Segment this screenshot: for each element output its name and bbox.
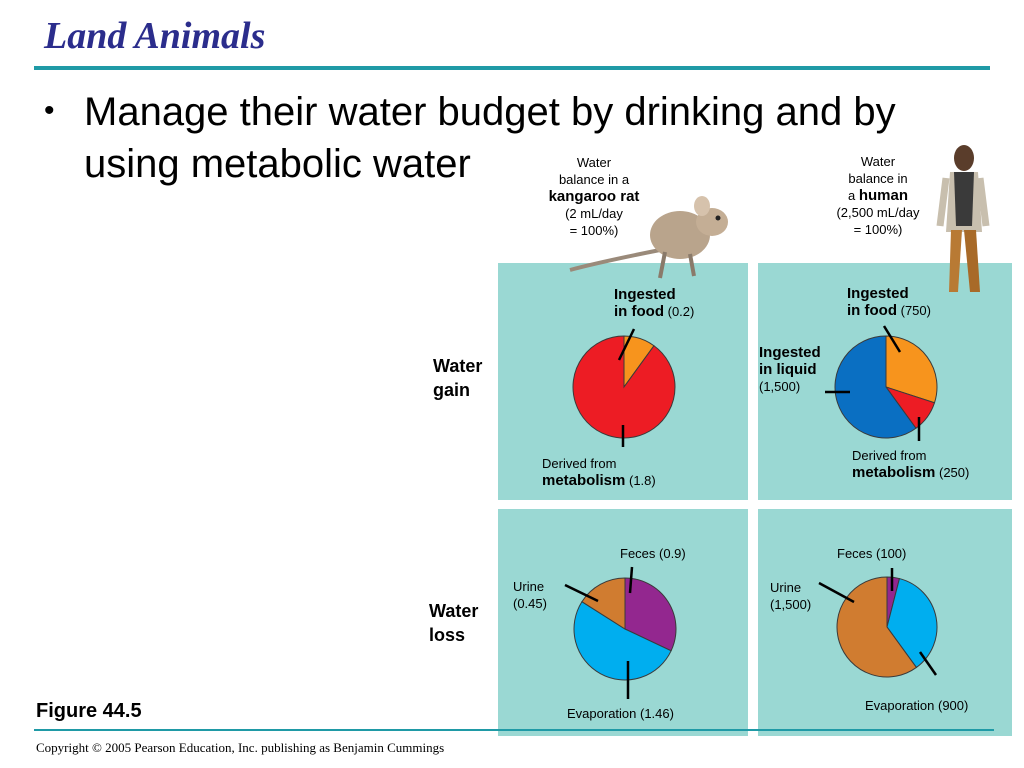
- slide-title: Land Animals: [44, 15, 266, 57]
- rat-loss-pie: [573, 577, 677, 681]
- human-food-line1: Ingested: [847, 285, 909, 302]
- water-gain-line1: Water: [433, 356, 483, 376]
- pie-slice-ingested-in-food: [885, 335, 938, 404]
- pie-slice-derived-from-metabolism: [572, 335, 676, 439]
- rat-meta-value: (1.8): [628, 473, 656, 488]
- rat-header-rate2: = 100%): [569, 223, 619, 238]
- rat-header-line2: balance in a: [558, 172, 630, 187]
- rat-urine-line2: (0.45): [513, 596, 547, 611]
- human-header: Water balance in a human (2,500 mL/day =…: [818, 153, 938, 238]
- human-liquid-line1: Ingested: [759, 344, 821, 361]
- rat-feces-label: Feces (0.9): [620, 546, 686, 561]
- rat-evap-label: Evaporation (1.46): [567, 706, 674, 721]
- human-urine-line1: Urine: [770, 580, 802, 595]
- rat-meta-line2: metabolism: [542, 472, 626, 489]
- title-divider: [34, 66, 990, 70]
- water-gain-label: Water gain: [433, 354, 482, 402]
- leader-lines: [564, 325, 938, 699]
- pie-slice-urine: [581, 577, 626, 630]
- human-feces-label: Feces (100): [837, 546, 907, 561]
- human-header-name: human: [858, 187, 909, 204]
- leader-rat-feces: [628, 566, 634, 594]
- leader-rat-food: [617, 328, 636, 361]
- water-loss-line2: loss: [429, 625, 466, 645]
- human-food-value: (750): [900, 303, 931, 318]
- leader-human-food: [882, 325, 902, 353]
- human-urine-label: Urine (1,500): [770, 579, 811, 613]
- pie-slice-ingested-in-liquid: [834, 335, 917, 439]
- human-liquid-value: (1,500): [759, 379, 801, 394]
- rat-header-line1: Water: [576, 155, 612, 170]
- human-header-line1: Water: [860, 154, 896, 169]
- rat-food-line2: in food: [614, 303, 664, 320]
- pie-slice-feces: [624, 577, 677, 652]
- pie-slice-evaporation: [573, 601, 672, 681]
- human-urine-line2: (1,500): [770, 597, 812, 612]
- rat-header: Water balance in a kangaroo rat (2 mL/da…: [534, 154, 654, 239]
- human-meta-value: (250): [938, 465, 970, 480]
- leader-human-evap: [918, 651, 938, 676]
- human-metabolism-label: Derived from metabolism (250): [852, 447, 969, 481]
- pie-slice-urine: [836, 576, 918, 678]
- rat-urine-line1: Urine: [513, 579, 545, 594]
- human-meta-line2: metabolism: [852, 464, 936, 481]
- rat-header-rate1: (2 mL/day: [565, 206, 623, 221]
- human-food-label: Ingested in food (750): [847, 285, 931, 319]
- human-illustration: [936, 145, 990, 292]
- human-gain-pie: [834, 335, 938, 439]
- human-header-line2: balance in: [848, 171, 908, 186]
- water-loss-label: Water loss: [429, 599, 478, 647]
- rat-gain-pie: [572, 335, 676, 439]
- leader-human-urine: [818, 581, 855, 604]
- human-liquid-line2: in liquid: [759, 361, 817, 378]
- rat-urine-label: Urine (0.45): [513, 578, 547, 612]
- copyright-text: Copyright © 2005 Pearson Education, Inc.…: [36, 740, 445, 755]
- rat-metabolism-label: Derived from metabolism (1.8): [542, 455, 656, 489]
- rat-food-label: Ingested in food (0.2): [614, 286, 694, 320]
- bullet-marker: •: [44, 94, 55, 127]
- leader-rat-urine: [564, 583, 599, 603]
- human-liquid-label: Ingested in liquid (1,500): [759, 344, 821, 395]
- human-header-rate2: = 100%): [853, 222, 903, 237]
- footer-divider: [34, 729, 994, 731]
- rat-header-name: kangaroo rat: [548, 188, 640, 205]
- human-meta-line1: Derived from: [852, 448, 927, 463]
- human-header-prefix: a: [847, 188, 856, 203]
- rat-food-line1: Ingested: [614, 286, 676, 303]
- rat-food-value: (0.2): [667, 304, 695, 319]
- human-header-rate1: (2,500 mL/day: [836, 205, 920, 220]
- human-evap-label: Evaporation (900): [865, 698, 969, 713]
- water-loss-line1: Water: [429, 601, 479, 621]
- human-loss-pie: [836, 576, 938, 678]
- bullet-text: Manage their water budget by drinking an…: [84, 90, 896, 186]
- kangaroo-rat-illustration: [569, 196, 728, 279]
- water-gain-line2: gain: [433, 380, 471, 400]
- human-food-line2: in food: [847, 302, 897, 319]
- figure-label: Figure 44.5: [36, 700, 142, 722]
- rat-meta-line1: Derived from: [542, 456, 617, 471]
